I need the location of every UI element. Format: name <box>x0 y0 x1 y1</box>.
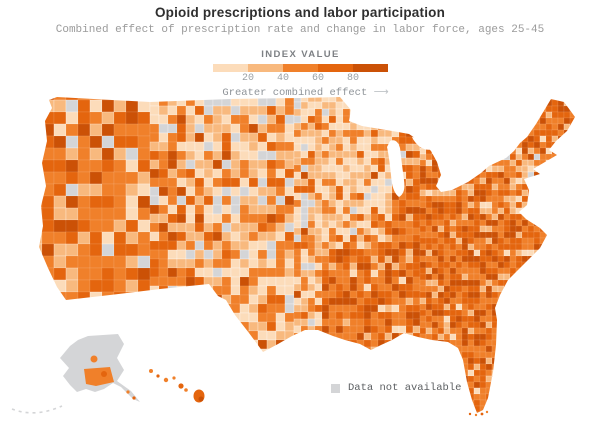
legend-tick: 60 <box>311 73 325 84</box>
legend-color-segment <box>318 64 353 72</box>
page-title: Opioid prescriptions and labor participa… <box>154 5 446 20</box>
aleutian-islands <box>11 405 63 414</box>
legend-tick: 20 <box>241 73 255 84</box>
hawaii <box>149 369 205 403</box>
legend-direction-label: Greater combined effect ⟶ <box>213 86 398 99</box>
color-scale-bar <box>213 64 388 72</box>
alaska-data-area <box>84 367 114 386</box>
legend-direction-text: Greater combined effect <box>222 87 368 99</box>
no-data-legend: Data not available <box>331 382 461 394</box>
legend-tick: 40 <box>276 73 290 84</box>
legend-tick: 80 <box>346 73 360 84</box>
legend-color-segment <box>213 64 248 72</box>
right-arrow-icon: ⟶ <box>373 86 389 98</box>
legend-title: INDEX VALUE <box>261 49 340 60</box>
no-data-swatch <box>331 383 340 393</box>
florida-keys <box>468 410 489 417</box>
legend-color-segment <box>283 64 318 72</box>
alaska <box>11 334 140 414</box>
color-scale-legend: INDEX VALUE 20 40 60 80 Greater combined ef… <box>213 49 389 99</box>
page-subtitle: Combined effect of prescription rate and… <box>55 24 545 36</box>
legend-color-segment <box>248 64 283 72</box>
legend-ticks: 20 40 60 80 <box>213 73 388 84</box>
lake-michigan <box>387 140 405 197</box>
lake-huron-wedge <box>412 137 436 150</box>
legend-color-segment <box>353 64 388 72</box>
no-data-label: Data not available <box>348 382 462 394</box>
